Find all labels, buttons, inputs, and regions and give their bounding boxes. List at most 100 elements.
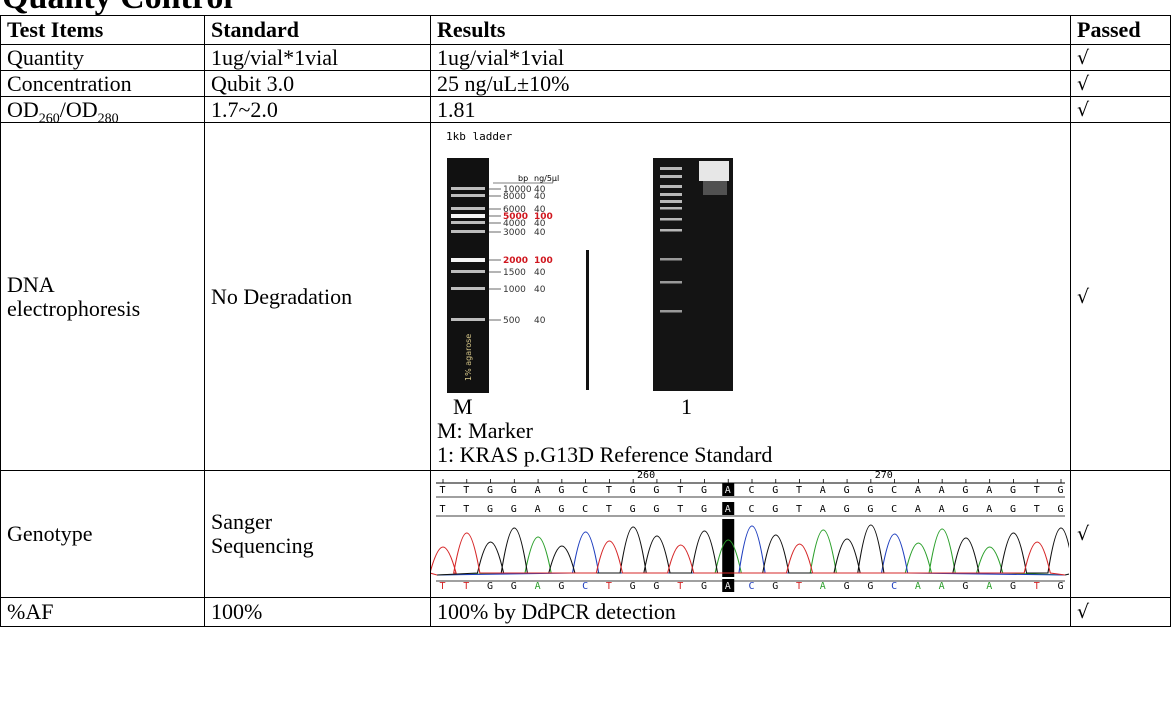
standard-genotype: Sanger Sequencing	[204, 470, 431, 598]
base-call: G	[844, 581, 850, 592]
base-call: G	[511, 581, 517, 592]
marker-band	[451, 230, 485, 233]
sample-ladder-band	[660, 281, 682, 284]
od-label-a: OD	[7, 96, 39, 122]
base-call: A	[915, 504, 921, 515]
od-label-b: /OD	[59, 96, 98, 122]
base-call: A	[915, 581, 921, 592]
base-call: G	[701, 504, 707, 515]
sample-smear	[703, 181, 727, 195]
sample-gel-image	[653, 158, 733, 391]
base-call: A	[820, 581, 826, 592]
ladder-bp-label: 1500	[503, 268, 526, 278]
item-dna-line2: electrophoresis	[7, 295, 141, 321]
ladder-ng-label: 40	[534, 192, 546, 202]
ladder-ng-label: 40	[534, 205, 546, 215]
base-call: T	[463, 485, 469, 496]
base-call: A	[535, 581, 541, 592]
base-call: G	[487, 485, 493, 496]
base-call: T	[1034, 581, 1040, 592]
base-call: G	[1010, 504, 1016, 515]
base-call: T	[463, 504, 469, 515]
base-call: A	[535, 485, 541, 496]
table-row-od: OD260/OD280 1.7~2.0 1.81 √	[0, 96, 1171, 123]
sample-genomic-band	[699, 161, 729, 181]
base-call: T	[440, 504, 446, 515]
base-call: T	[677, 504, 683, 515]
sample-ladder-band	[660, 218, 682, 221]
base-call: G	[867, 504, 873, 515]
base-call: A	[915, 485, 921, 496]
base-call: G	[701, 581, 707, 592]
variant-highlight	[722, 579, 735, 592]
base-call: T	[440, 485, 446, 496]
base-call: T	[606, 581, 612, 592]
sample-ladder-band	[660, 175, 682, 178]
od-sub-280: 280	[97, 110, 119, 123]
caption-sample: 1: KRAS p.G13D Reference Standard	[437, 442, 773, 467]
base-call: C	[582, 581, 588, 592]
base-call: G	[701, 485, 707, 496]
variant-highlight	[722, 483, 735, 496]
passed-od: √	[1070, 96, 1171, 123]
base-call: A	[986, 485, 992, 496]
base-call: C	[749, 504, 755, 515]
header-results: Results	[430, 15, 1071, 45]
base-call: A	[986, 504, 992, 515]
ladder-ng-label: 40	[534, 316, 546, 326]
base-call: T	[440, 581, 446, 592]
base-call: G	[772, 504, 778, 515]
result-concentration: 25 ng/uL±10%	[430, 70, 1071, 97]
base-call: G	[558, 504, 564, 515]
header-passed: Passed	[1070, 15, 1171, 45]
base-call: G	[511, 504, 517, 515]
base-call: G	[962, 504, 968, 515]
base-call: A	[939, 581, 945, 592]
variant-peak-highlight	[722, 519, 735, 577]
base-call: T	[463, 581, 469, 592]
base-call: G	[867, 485, 873, 496]
standard-concentration: Qubit 3.0	[204, 70, 431, 97]
passed-genotype: √	[1070, 470, 1171, 598]
passed-concentration: √	[1070, 70, 1171, 97]
base-call: A	[535, 504, 541, 515]
base-call: G	[558, 485, 564, 496]
sample-ladder-band	[660, 258, 682, 261]
item-genotype: Genotype	[0, 470, 205, 598]
gel-figure: 1kb ladder 1% agarose bp ng/5µl 10000 40 800…	[432, 124, 1070, 470]
item-od-ratio: OD260/OD280	[0, 96, 205, 123]
chromatogram-figure: 260 270 T T G G A G C T G G T G A C G T A G G C A A G A G T G T T G G A G C…	[431, 471, 1069, 597]
base-call: A	[725, 485, 731, 496]
standard-quantity: 1ug/vial*1vial	[204, 44, 431, 71]
sample-ladder-band	[660, 229, 682, 232]
quality-control-table: Test Items Standard Results Passed Quant…	[0, 15, 1171, 627]
base-call: T	[606, 485, 612, 496]
result-quantity: 1ug/vial*1vial	[430, 44, 1071, 71]
base-call: A	[820, 504, 826, 515]
table-row-concentration: Concentration Qubit 3.0 25 ng/uL±10% √	[0, 70, 1171, 97]
marker-band	[451, 258, 485, 262]
ruler-label: 270	[875, 471, 893, 481]
table-row-genotype: Genotype Sanger Sequencing 260 270 T T G G A G C T…	[0, 470, 1171, 598]
base-call: G	[962, 581, 968, 592]
passed-quantity: √	[1070, 44, 1171, 71]
base-call: G	[1058, 581, 1064, 592]
base-call: A	[939, 485, 945, 496]
result-dna-gel: 1kb ladder 1% agarose bp ng/5µl 10000 40 800…	[430, 122, 1071, 471]
ladder-bp-label: 1000	[503, 285, 526, 295]
sample-ladder-band	[660, 167, 682, 170]
ladder-bp-label: 3000	[503, 228, 526, 238]
marker-band	[451, 318, 485, 321]
marker-band	[451, 207, 485, 210]
item-concentration: Concentration	[0, 70, 205, 97]
standard-od: 1.7~2.0	[204, 96, 431, 123]
base-call: C	[891, 504, 897, 515]
base-call: G	[630, 485, 636, 496]
table-header-row: Test Items Standard Results Passed	[0, 15, 1171, 45]
ruler-label: 260	[637, 471, 655, 481]
base-call: G	[630, 581, 636, 592]
table-row-dna-electrophoresis: DNA electrophoresis No Degradation 1kb la…	[0, 122, 1171, 471]
